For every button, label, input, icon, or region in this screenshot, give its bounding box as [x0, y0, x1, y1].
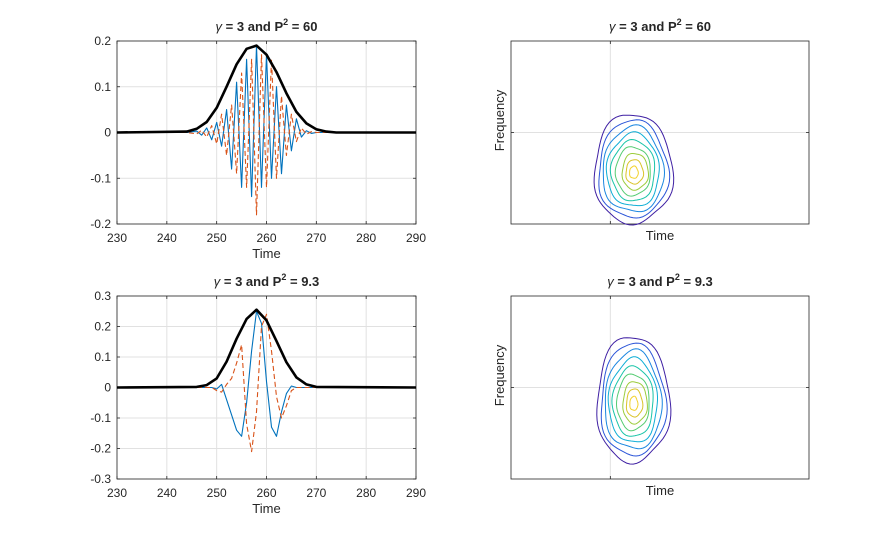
x-axis-label: Time — [646, 483, 674, 498]
x-tick-label: 280 — [356, 486, 376, 500]
contour-level — [598, 119, 671, 219]
series-envelope-line — [117, 308, 416, 389]
contour-level — [629, 165, 639, 179]
contour-level — [600, 342, 668, 457]
x-tick-label: 270 — [306, 486, 326, 500]
x-tick-label: 270 — [306, 231, 326, 245]
contour-level — [593, 114, 675, 226]
contour-level — [625, 159, 645, 185]
y-tick-label: 0.2 — [94, 34, 111, 48]
x-tick-label: 250 — [207, 486, 227, 500]
tf-top-title: γ = 3 and P2 = 60 — [609, 17, 711, 34]
y-tick-label: 0.1 — [94, 80, 111, 94]
y-tick-label: -0.3 — [90, 472, 111, 486]
x-axis-label: Time — [252, 501, 280, 516]
y-axis-label: Frequency — [492, 344, 507, 406]
contour-level — [596, 337, 672, 465]
contour-level — [609, 138, 656, 202]
y-axis-label: Frequency — [492, 89, 507, 151]
x-tick-label: 260 — [256, 486, 276, 500]
x-axis-label: Time — [646, 228, 674, 243]
contour-level — [614, 146, 651, 197]
x-tick-label: 240 — [157, 486, 177, 500]
time-signal-bottom-title: γ = 3 and P2 = 9.3 — [214, 272, 320, 289]
contour-level — [602, 124, 666, 213]
tf-bottom-title: γ = 3 and P2 = 9.3 — [607, 272, 713, 289]
series-imag-line — [117, 54, 416, 216]
x-tick-label: 260 — [256, 231, 276, 245]
y-tick-label: 0 — [104, 381, 111, 395]
y-tick-label: -0.2 — [90, 442, 111, 456]
x-tick-label: 230 — [107, 486, 127, 500]
contour-level — [629, 395, 639, 411]
x-tick-label: 290 — [406, 231, 426, 245]
y-tick-label: -0.1 — [90, 411, 111, 425]
contour-level — [607, 356, 658, 443]
y-tick-label: -0.2 — [90, 217, 111, 231]
series-imag-line — [117, 313, 416, 453]
contour-level — [604, 348, 663, 450]
contour-level — [605, 131, 660, 207]
series-envelope-line — [117, 44, 416, 134]
contour-level — [625, 388, 644, 418]
tf-bottom-axes: Time Frequency — [492, 295, 810, 498]
x-tick-label: 240 — [157, 231, 177, 245]
x-tick-label: 290 — [406, 486, 426, 500]
y-tick-label: -0.1 — [90, 171, 111, 185]
y-tick-label: 0.3 — [94, 289, 111, 303]
y-tick-label: 0.2 — [94, 320, 111, 334]
x-tick-label: 250 — [207, 231, 227, 245]
x-tick-label: 280 — [356, 231, 376, 245]
tf-top-axes: Time Frequency — [492, 40, 810, 243]
x-axis-label: Time — [252, 246, 280, 261]
time-signal-bottom-axes: 230 240 250 260 270 280 290 -0.3 -0.2 -0.1 0 0.1 0.2… — [90, 289, 426, 516]
contour-level — [615, 373, 650, 432]
y-tick-label: 0 — [104, 126, 111, 140]
contour-level — [621, 153, 649, 191]
time-signal-top-axes: 230 240 250 260 270 280 290 -0.2 -0.1 0 0.1 0.2 Time — [90, 34, 426, 261]
contour-level — [611, 365, 654, 437]
contour-level — [622, 381, 648, 425]
y-tick-label: 0.1 — [94, 350, 111, 364]
x-tick-label: 230 — [107, 231, 127, 245]
time-signal-top-title: γ = 3 and P2 = 60 — [216, 17, 318, 34]
